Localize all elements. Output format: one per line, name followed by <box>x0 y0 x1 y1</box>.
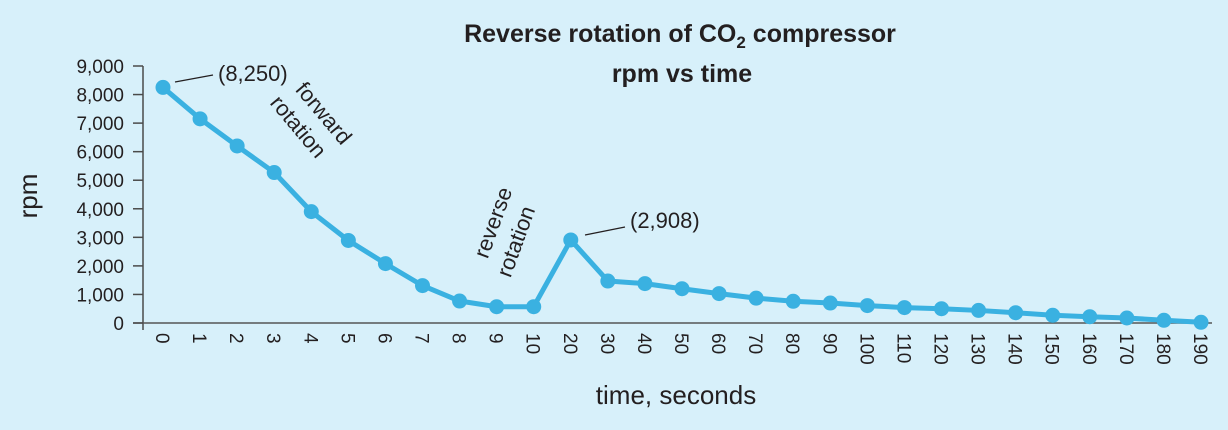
x-tick-label: 6 <box>373 333 394 344</box>
x-tick-label: 5 <box>336 333 357 344</box>
x-tick-label: 40 <box>633 333 654 354</box>
x-tick-label: 150 <box>1041 333 1062 365</box>
data-point <box>303 204 319 220</box>
x-tick-label: 0 <box>151 333 172 344</box>
y-tick-label: 5,000 <box>76 171 124 192</box>
annotation-leader-reverse-peak <box>584 226 626 236</box>
y-tick-label: 8,000 <box>76 86 124 107</box>
data-point <box>415 278 430 294</box>
data-point <box>600 273 616 289</box>
x-tick-label: 110 <box>892 333 913 363</box>
x-tick-label: 60 <box>707 333 728 354</box>
data-point <box>377 256 393 272</box>
data-point <box>822 295 838 311</box>
x-tick-label: 9 <box>485 333 506 344</box>
annotation-reverse-peak-value: (2,908) <box>630 208 700 233</box>
data-point <box>563 232 579 248</box>
x-tick-label: 120 <box>930 333 951 365</box>
data-point <box>155 79 171 95</box>
chart-subtitle: rpm vs time <box>612 60 752 88</box>
x-tick-label: 3 <box>262 333 283 344</box>
data-point <box>674 281 690 297</box>
x-tick-label: 8 <box>448 333 469 344</box>
data-point <box>1008 305 1024 321</box>
y-tick-label: 4,000 <box>76 200 124 221</box>
x-tick-label: 80 <box>781 333 802 354</box>
x-tick-label: 50 <box>670 333 691 354</box>
data-point <box>489 299 505 315</box>
annotation-forward-rotation: forward rotation <box>265 77 357 163</box>
x-tick-label: 30 <box>596 333 617 354</box>
x-tick-label: 7 <box>411 333 432 344</box>
x-tick-label: 90 <box>818 333 839 354</box>
y-tick-label: 9,000 <box>76 57 124 78</box>
annotation-start-value: (8,250) <box>218 61 288 86</box>
data-point <box>1082 309 1098 325</box>
x-tick-label: 1 <box>188 333 209 344</box>
data-point <box>711 286 727 302</box>
x-tick-label: 20 <box>559 333 580 354</box>
y-tick-label: 0 <box>113 314 124 335</box>
data-point <box>1119 310 1135 326</box>
data-point <box>896 300 912 316</box>
y-tick-label: 1,000 <box>76 285 124 306</box>
annotation-leader-peak-start <box>174 74 214 83</box>
data-point <box>971 302 987 318</box>
x-tick-label: 100 <box>855 333 876 365</box>
x-tick-label: 70 <box>744 333 765 354</box>
x-tick-label: 160 <box>1078 333 1099 365</box>
data-point <box>748 290 764 306</box>
x-tick-label: 4 <box>299 333 320 344</box>
x-tick-label: 130 <box>967 333 988 365</box>
data-point <box>266 165 282 181</box>
data-point <box>526 299 542 315</box>
x-tick-label: 170 <box>1115 333 1136 365</box>
data-point <box>637 276 653 292</box>
data-point <box>1193 314 1209 330</box>
data-point <box>340 232 356 248</box>
y-tick-label: 3,000 <box>76 228 124 249</box>
data-point <box>452 293 468 309</box>
title-subscript: 2 <box>736 33 745 52</box>
y-tick-label: 2,000 <box>76 257 124 278</box>
data-point <box>934 301 949 317</box>
x-tick-label: 140 <box>1004 333 1025 365</box>
x-axis-label: time, seconds <box>596 380 756 410</box>
data-point <box>229 138 245 154</box>
annotation-reverse-rotation: reverse rotation <box>469 184 540 280</box>
y-tick-label: 7,000 <box>76 114 124 135</box>
x-tick-label: 190 <box>1189 333 1210 365</box>
data-point <box>1045 307 1061 323</box>
x-tick-label: 180 <box>1152 333 1173 365</box>
x-tick-label: 2 <box>225 333 246 344</box>
y-axis-label: rpm <box>13 174 43 219</box>
x-tick-label: 10 <box>522 333 543 354</box>
data-point <box>192 111 208 127</box>
data-point <box>1156 312 1172 328</box>
chart-title: Reverse rotation of CO2 compressor <box>464 20 896 52</box>
data-point <box>785 293 801 309</box>
data-point <box>859 298 875 314</box>
y-tick-label: 6,000 <box>76 143 124 164</box>
